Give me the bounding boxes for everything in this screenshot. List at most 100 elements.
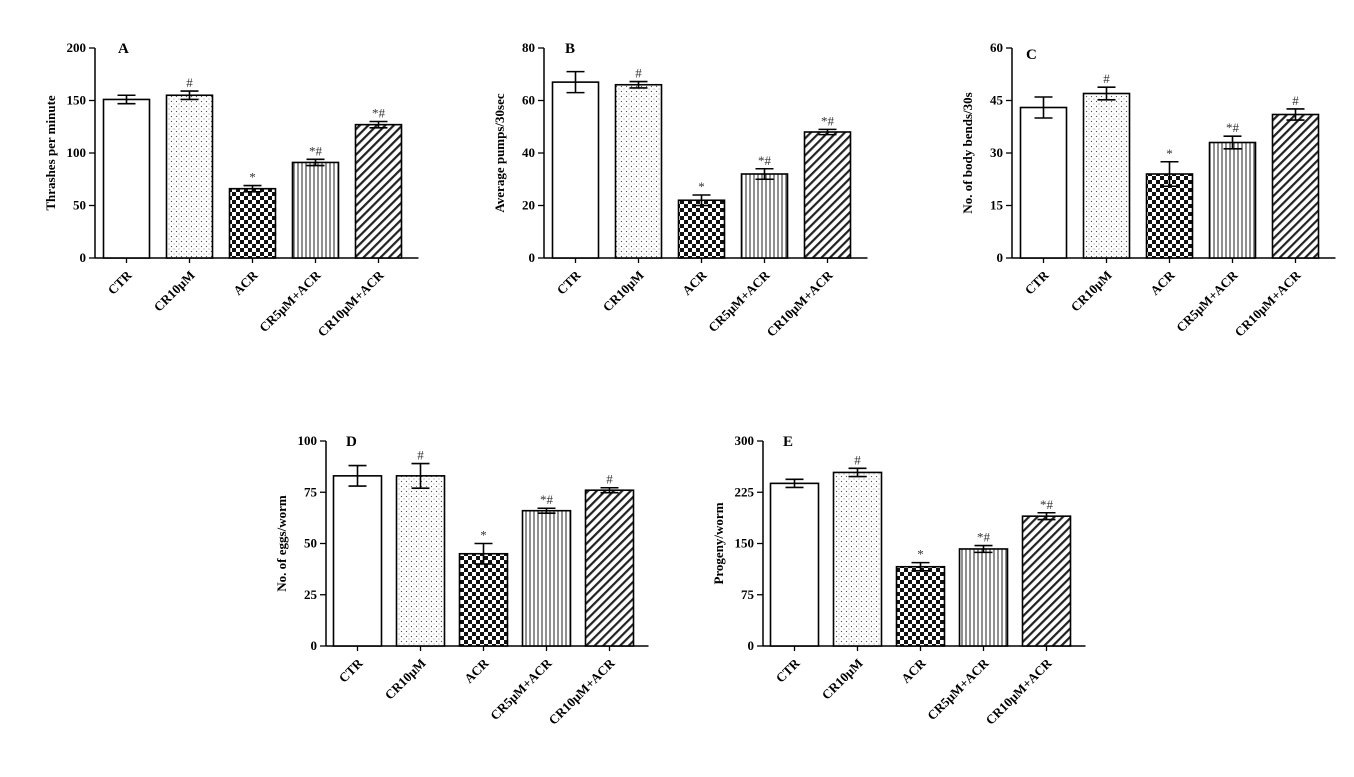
x-tick-label: CR10μM+ACR	[982, 655, 1055, 728]
bar	[1208, 141, 1257, 259]
y-tick-label: 80	[522, 40, 535, 55]
x-tick-label: CR10μM+ACR	[763, 267, 836, 340]
y-tick-label: 30	[990, 145, 1003, 160]
y-tick-label: 50	[304, 536, 317, 551]
bar	[1021, 515, 1072, 647]
significance-label: *	[1166, 146, 1173, 161]
y-tick-label: 75	[304, 484, 318, 499]
panel-label: A	[118, 41, 129, 57]
y-tick-label: 15	[990, 198, 1004, 213]
significance-label: *#	[540, 492, 554, 507]
x-tick-label: ACR	[230, 267, 261, 298]
y-tick-label: 150	[735, 536, 755, 551]
y-tick-label: 300	[735, 433, 755, 448]
x-tick-label: CR10μM+ACR	[545, 655, 618, 728]
panel-label: E	[783, 434, 793, 450]
x-tick-label: CTR	[1022, 267, 1052, 297]
y-tick-label: 0	[80, 250, 87, 265]
bar	[395, 475, 446, 647]
significance-label: #	[635, 66, 642, 81]
y-tick-label: 100	[298, 433, 318, 448]
y-tick-label: 25	[304, 587, 318, 602]
y-axis-label: Thrashes per minute	[43, 95, 58, 211]
y-tick-label: 40	[522, 145, 535, 160]
y-tick-label: 60	[990, 40, 1003, 55]
x-tick-label: CTR	[554, 267, 584, 297]
y-tick-label: 50	[73, 198, 86, 213]
x-tick-label: CR5μM+ACR	[1173, 267, 1241, 335]
bar	[332, 475, 383, 647]
chart-panel-e: E Progeny/worm 0 75 150 225 300 CTR # CR10μM * AC…	[711, 433, 1086, 728]
x-tick-label: CR10μM+ACR	[1231, 267, 1304, 340]
x-tick-label: CR5μM+ACR	[924, 655, 992, 723]
y-tick-label: 0	[529, 250, 536, 265]
y-axis-label: Average pumps/30sec	[492, 93, 507, 213]
x-tick-label: CR5μM+ACR	[487, 655, 555, 723]
y-tick-label: 0	[748, 638, 755, 653]
bar	[740, 173, 789, 259]
x-tick-label: CR5μM+ACR	[705, 267, 773, 335]
bar	[458, 552, 509, 647]
x-tick-label: ACR	[1147, 267, 1178, 298]
y-tick-label: 225	[735, 484, 755, 499]
bar	[769, 482, 820, 647]
bar	[677, 199, 726, 259]
bar	[354, 123, 403, 259]
y-tick-label: 45	[990, 93, 1004, 108]
y-tick-label: 0	[311, 638, 318, 653]
significance-label: #	[1292, 93, 1299, 108]
panel-label: B	[565, 41, 575, 57]
significance-label: #	[186, 75, 193, 90]
significance-label: *	[480, 528, 487, 543]
bar	[1019, 106, 1068, 259]
bar	[551, 81, 600, 259]
x-tick-label: CTR	[336, 655, 366, 685]
x-tick-label: ACR	[461, 655, 492, 686]
y-tick-label: 20	[522, 198, 535, 213]
significance-label: *	[917, 547, 924, 562]
y-tick-label: 60	[522, 93, 535, 108]
chart-panel-d: D No. of eggs/worm 0 25 50 75 100 CTR # CR10μM *…	[274, 433, 649, 728]
y-tick-label: 0	[997, 250, 1004, 265]
bar	[1271, 113, 1320, 259]
x-tick-label: CTR	[773, 655, 803, 685]
significance-label: *#	[758, 153, 772, 168]
bar	[521, 509, 572, 647]
y-tick-label: 100	[67, 145, 87, 160]
x-tick-label: CR10μM+ACR	[314, 267, 387, 340]
bar	[228, 187, 277, 259]
y-axis-label: No. of eggs/worm	[274, 495, 289, 592]
bar	[165, 94, 214, 259]
x-tick-label: CR10μM	[1068, 268, 1115, 315]
x-tick-label: CR10μM	[600, 268, 647, 315]
significance-label: *#	[309, 143, 323, 158]
x-tick-label: ACR	[679, 267, 710, 298]
significance-label: *#	[1040, 497, 1054, 512]
significance-label: #	[606, 472, 613, 487]
bar	[614, 83, 663, 259]
bar	[803, 131, 852, 259]
y-axis-label: Progeny/worm	[711, 502, 726, 584]
significance-label: *	[249, 170, 256, 185]
x-tick-label: CR10μM	[382, 656, 429, 703]
x-tick-label: CR10μM	[819, 656, 866, 703]
panel-label: D	[346, 434, 357, 450]
significance-label: *#	[1226, 120, 1240, 135]
bar	[102, 98, 151, 259]
x-tick-label: CR10μM	[151, 268, 198, 315]
bar	[1082, 92, 1131, 259]
y-tick-label: 150	[67, 93, 87, 108]
significance-label: *#	[821, 113, 835, 128]
bar	[832, 471, 883, 647]
bar	[958, 548, 1009, 647]
significance-label: *	[698, 179, 705, 194]
y-axis-label: No. of body bends/30s	[960, 92, 975, 213]
significance-label: #	[854, 452, 861, 467]
x-tick-label: CR5μM+ACR	[256, 267, 324, 335]
bar	[895, 565, 946, 647]
significance-label: *#	[372, 106, 386, 121]
y-tick-label: 75	[741, 587, 755, 602]
chart-panel-a: A Thrashes per minute 0 50 100 150 200 CTR # CR…	[43, 40, 419, 340]
bar	[291, 161, 340, 259]
